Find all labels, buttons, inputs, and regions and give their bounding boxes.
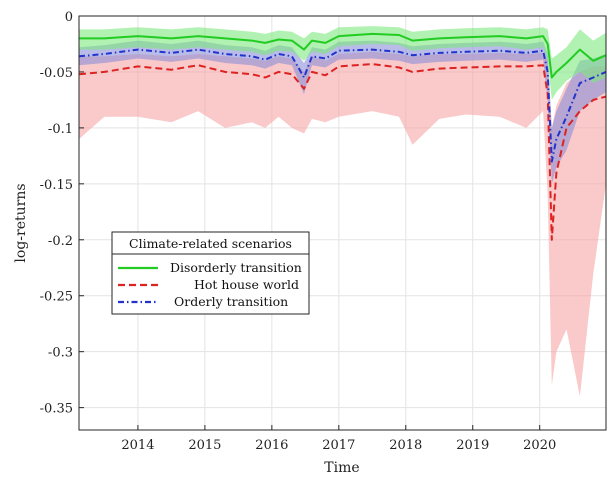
band-orderly-transition bbox=[79, 40, 606, 184]
x-tick-label: 2019 bbox=[456, 438, 489, 453]
x-tick-label: 2014 bbox=[121, 438, 154, 453]
x-axis-label: Time bbox=[324, 460, 359, 476]
legend-label-hot-house: Hot house world bbox=[194, 277, 299, 292]
y-tick-label: -0.15 bbox=[40, 178, 73, 193]
line-orderly-transition bbox=[78, 48, 607, 163]
x-axis: 2014 2015 2016 2017 2018 2019 2020 bbox=[121, 425, 556, 453]
y-tick-label: -0.25 bbox=[40, 290, 73, 305]
band-hot-house-world bbox=[79, 51, 606, 397]
series-lines bbox=[78, 32, 607, 241]
band-disorderly-transition bbox=[79, 26, 606, 100]
line-hot-house-world bbox=[78, 63, 607, 241]
legend-label-disorderly: Disorderly transition bbox=[170, 260, 302, 275]
y-tick-label: -0.35 bbox=[40, 402, 73, 417]
legend-label-orderly: Orderly transition bbox=[174, 294, 288, 309]
y-axis: 0 -0.05 -0.1 -0.15 -0.2 -0.25 -0.3 -0.35 bbox=[40, 10, 84, 417]
x-tick-label: 2018 bbox=[389, 438, 422, 453]
y-tick-label: -0.1 bbox=[48, 122, 73, 137]
y-tick-label: -0.3 bbox=[48, 346, 73, 361]
y-tick-label: 0 bbox=[65, 10, 73, 25]
legend: Climate-related scenarios Disorderly tra… bbox=[111, 231, 310, 315]
x-tick-label: 2017 bbox=[322, 438, 355, 453]
x-tick-label: 2016 bbox=[255, 438, 288, 453]
y-axis-label: log-returns bbox=[13, 183, 29, 262]
y-tick-label: -0.05 bbox=[40, 66, 73, 81]
x-tick-label: 2020 bbox=[523, 438, 556, 453]
plot-frame bbox=[78, 15, 607, 431]
confidence-bands bbox=[79, 26, 606, 397]
x-tick-label: 2015 bbox=[188, 438, 221, 453]
line-disorderly-transition bbox=[79, 32, 607, 79]
y-tick-label: -0.2 bbox=[48, 234, 73, 249]
legend-title: Climate-related scenarios bbox=[129, 236, 292, 251]
